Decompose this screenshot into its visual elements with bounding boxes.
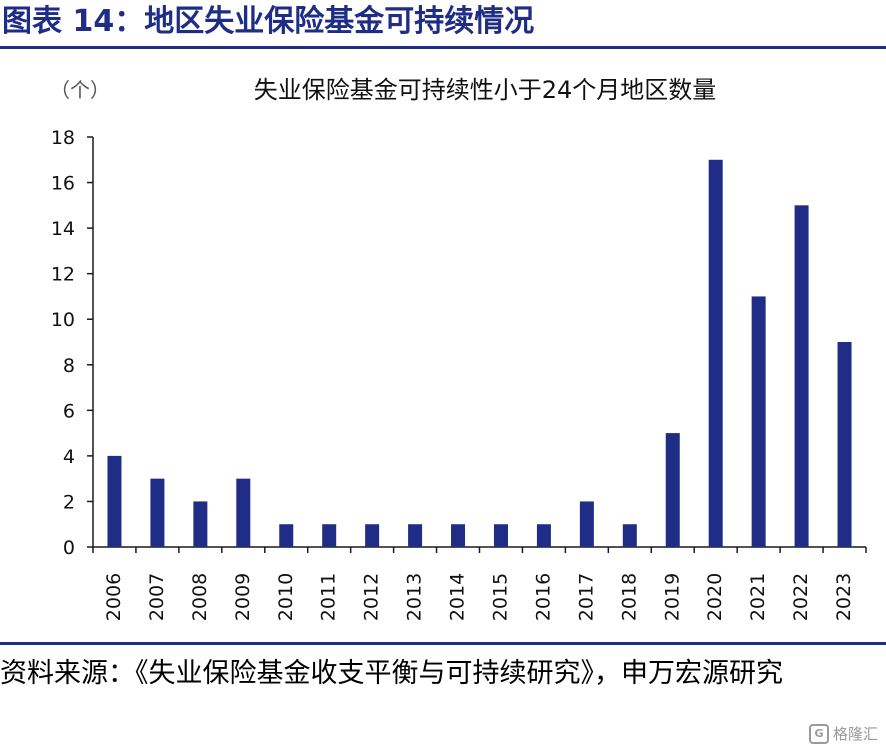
x-tick-label: 2010 [275, 573, 297, 621]
x-tick-label: 2023 [833, 573, 855, 621]
chart-title: 失业保险基金可持续性小于24个月地区数量 [254, 76, 717, 104]
x-tick-label: 2020 [704, 573, 726, 621]
x-tick-label: 2013 [404, 573, 426, 621]
x-tick-label: 2022 [790, 573, 812, 621]
bar [794, 205, 809, 548]
y-tick-label: 18 [51, 127, 75, 149]
watermark-text: 格隆汇 [832, 725, 878, 743]
y-tick-label: 12 [51, 264, 75, 286]
bar [408, 524, 423, 547]
bar [837, 342, 852, 547]
bars [107, 159, 852, 548]
bar [451, 524, 466, 547]
title-divider [0, 46, 886, 49]
x-tick-label: 2006 [103, 573, 125, 621]
y-tick-label: 16 [51, 173, 75, 195]
x-tick-label: 2017 [575, 573, 597, 621]
y-tick-label: 2 [63, 491, 75, 513]
bar [493, 524, 508, 547]
y-axis: 0 2 4 6 8 10 12 14 16 18 [51, 127, 94, 559]
x-axis: 2006 2007 2008 2009 2010 2011 2012 2013 2014 2015… [92, 546, 867, 621]
x-tick-label: 2008 [189, 573, 211, 621]
y-tick-label: 6 [63, 400, 75, 422]
x-tick-label: 2007 [146, 573, 168, 621]
source-note: 资料来源：《失业保险基金收支平衡与可持续研究》，申万宏源研究 [0, 658, 783, 689]
bar [236, 478, 251, 547]
x-tick-label: 2018 [618, 573, 640, 621]
bar [579, 501, 594, 547]
y-tick-label: 4 [63, 446, 75, 468]
x-tick-label: 2016 [532, 573, 554, 621]
bar [622, 524, 637, 547]
source-divider [0, 642, 886, 645]
y-tick-label: 10 [51, 309, 75, 331]
bar [107, 455, 122, 547]
bar [193, 501, 208, 547]
bar [708, 159, 723, 547]
x-tick-label: 2009 [232, 573, 254, 621]
x-tick-label: 2015 [489, 573, 511, 621]
watermark: G 格隆汇 [808, 723, 878, 744]
bar [365, 524, 380, 547]
bar-chart: （个） 失业保险基金可持续性小于24个月地区数量 0 2 4 6 8 10 12 14 16 18… [50, 76, 867, 621]
x-tick-label: 2014 [447, 573, 469, 621]
x-tick-label: 2021 [747, 573, 769, 621]
y-unit-label: （个） [50, 78, 110, 102]
bar [665, 433, 680, 547]
bar [150, 478, 165, 547]
y-tick-label: 0 [63, 537, 75, 559]
y-tick-label: 8 [63, 355, 75, 377]
x-tick-label: 2012 [361, 573, 383, 621]
bar [751, 296, 766, 547]
x-tick-label: 2011 [318, 573, 340, 621]
watermark-logo-icon: G [808, 723, 829, 744]
y-tick-label: 14 [51, 218, 75, 240]
bar [279, 524, 294, 547]
figure-title: 图表 14：地区失业保险基金可持续情况 [2, 4, 535, 39]
bar [536, 524, 551, 547]
x-tick-label: 2019 [661, 573, 683, 621]
bar [322, 524, 337, 547]
